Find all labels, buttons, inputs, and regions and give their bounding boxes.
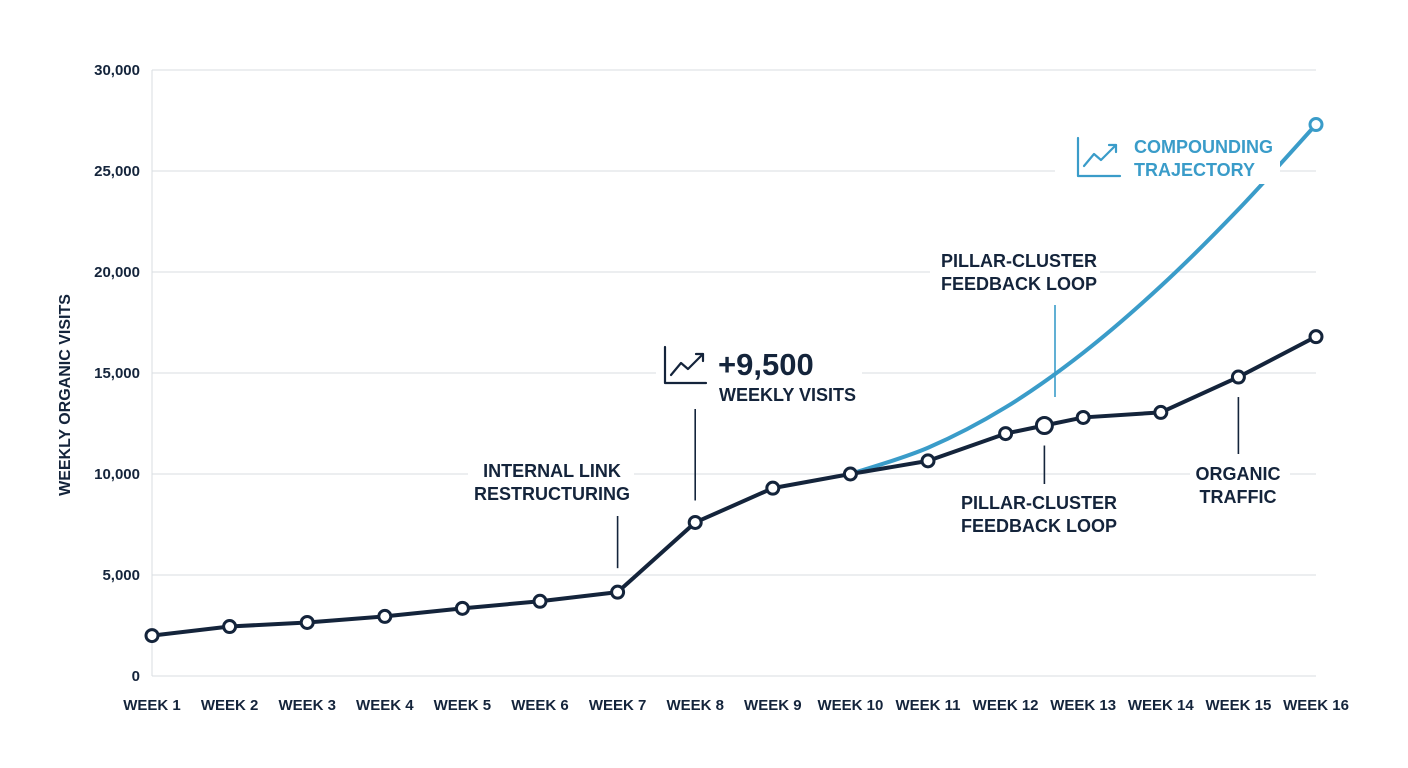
x-tick-label: WEEK 2 [201,697,259,714]
y-tick-labels: 0 5,000 10,000 15,000 20,000 25,000 30,000 [94,62,140,685]
data-point [842,466,858,482]
data-point [532,593,548,609]
x-tick-label: WEEK 13 [1050,697,1116,714]
y-tick-label: 25,000 [94,163,140,180]
annotation-pillar-lower: PILLAR-CLUSTER FEEDBACK LOOP [955,490,1125,540]
series-line-compounding-trajectory [848,122,1318,476]
x-tick-label: WEEK 7 [589,697,647,714]
x-tick-label: WEEK 14 [1128,697,1195,714]
x-tick-label: WEEK 11 [895,697,960,714]
data-point [765,480,781,496]
annotation-gain: +9,500 WEEKLY VISITS [656,343,862,409]
data-point [1034,416,1054,436]
annotation-organic: ORGANIC TRAFFIC [1190,460,1290,510]
x-tick-label: WEEK 3 [278,697,336,714]
data-point [454,600,470,616]
data-point [144,628,160,644]
annotation-leaders [616,305,1240,569]
annotation-gain-label: WEEKLY VISITS [719,385,856,405]
annotation-pillar-lower-line1: PILLAR-CLUSTER [961,493,1117,513]
x-tick-label: WEEK 16 [1283,697,1349,714]
x-tick-label: WEEK 12 [973,697,1039,714]
data-point [998,426,1014,442]
annotation-pillar-lower-line2: FEEDBACK LOOP [961,516,1117,536]
x-tick-label: WEEK 8 [666,697,724,714]
trend-up-icon [1076,136,1122,178]
x-tick-label: WEEK 6 [511,697,569,714]
series-points [144,117,1324,644]
data-point [1153,404,1169,420]
data-point [1230,369,1246,385]
annotation-organic-line2: TRAFFIC [1200,487,1277,507]
annotation-internal-link-line2: RESTRUCTURING [474,484,630,504]
annotation-organic-line1: ORGANIC [1196,464,1281,484]
data-point [377,608,393,624]
annotation-internal-link-line1: INTERNAL LINK [483,461,621,481]
annotation-internal-link: INTERNAL LINK RESTRUCTURING [468,458,634,508]
x-tick-label: WEEK 5 [434,697,492,714]
x-tick-label: WEEK 9 [744,697,802,714]
annotation-gain-value: +9,500 [718,347,814,382]
annotation-compounding-line2: TRAJECTORY [1134,160,1255,180]
data-point-compounding-end [1308,117,1324,133]
y-tick-label: 15,000 [94,365,140,382]
data-point [1308,329,1324,345]
data-point [222,619,238,635]
x-tick-label: WEEK 1 [123,697,181,714]
annotation-pillar-upper-line1: PILLAR-CLUSTER [941,251,1097,271]
x-tick-label: WEEK 15 [1205,697,1271,714]
trend-up-icon [663,345,708,385]
x-tick-labels: WEEK 1 WEEK 2 WEEK 3 WEEK 4 WEEK 5 WEEK 6 WEEK… [123,697,1349,714]
data-point [920,453,936,469]
data-point [1075,409,1091,425]
data-point [610,584,626,600]
annotation-pillar-upper-line2: FEEDBACK LOOP [941,274,1097,294]
annotation-compounding-line1: COMPOUNDING [1134,137,1273,157]
y-tick-label: 5,000 [102,567,140,584]
y-tick-label: 30,000 [94,62,140,79]
y-axis-title: WEEKLY ORGANIC VISITS [57,294,74,496]
y-tick-label: 10,000 [94,466,140,483]
annotation-compounding: COMPOUNDING TRAJECTORY [1055,130,1280,184]
data-point [299,614,315,630]
annotation-pillar-upper: PILLAR-CLUSTER FEEDBACK LOOP [930,248,1100,298]
y-tick-label: 20,000 [94,264,140,281]
x-tick-label: WEEK 4 [356,697,414,714]
data-point [687,514,703,530]
y-tick-label: 0 [132,668,140,685]
x-tick-label: WEEK 10 [817,697,883,714]
